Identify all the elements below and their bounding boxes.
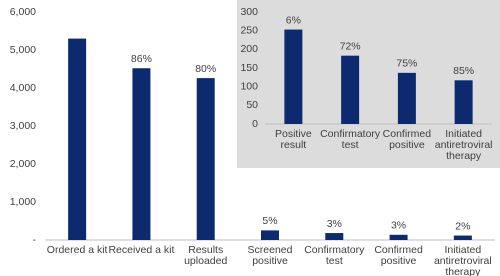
bar bbox=[196, 78, 215, 241]
x-tick-label-line: Screened bbox=[248, 244, 293, 256]
y-tick-label: 2,000 bbox=[10, 158, 36, 170]
y-tick-label: 3,000 bbox=[10, 120, 36, 132]
x-tick-label-line: Positive bbox=[275, 128, 312, 140]
x-tick-label-line: test bbox=[326, 255, 343, 267]
bar bbox=[284, 29, 303, 124]
x-tick-label: Results uploaded bbox=[184, 244, 227, 267]
bar-label: 6% bbox=[286, 14, 301, 26]
bar-label: 3% bbox=[327, 218, 342, 230]
x-tick-label-line: Confirmatory bbox=[304, 244, 365, 256]
bar-label: 3% bbox=[391, 220, 406, 232]
x-tick-label: Positive result bbox=[275, 128, 312, 151]
bar-label: 85% bbox=[453, 65, 474, 77]
bar bbox=[261, 230, 279, 240]
x-tick-label: Confirmed positive bbox=[374, 244, 423, 267]
y-tick-label: - bbox=[33, 234, 37, 246]
bar-label: 72% bbox=[340, 40, 361, 52]
y-tick-label: 200 bbox=[240, 43, 258, 55]
x-tick-label: Confirmatory test bbox=[320, 128, 381, 151]
bar bbox=[397, 72, 416, 124]
y-tick-label: 100 bbox=[240, 80, 258, 92]
y-tick-label: 6,000 bbox=[10, 6, 36, 18]
x-tick-label: Screened positive bbox=[248, 244, 293, 267]
x-tick-label-line: Initiated bbox=[444, 244, 481, 256]
x-tick-label-line: Initiated bbox=[445, 128, 482, 140]
bar-label: 80% bbox=[195, 63, 216, 75]
x-tick-label-line: therapy bbox=[445, 266, 481, 276]
x-tick-label-line: Received a kit bbox=[108, 244, 174, 256]
bar bbox=[389, 234, 408, 240]
x-tick-label-line: Confirmatory bbox=[320, 128, 381, 140]
x-tick-label-line: therapy bbox=[446, 150, 482, 162]
x-tick-label-line: Confirmed bbox=[374, 244, 423, 256]
bar-label: 5% bbox=[262, 215, 277, 227]
x-tick-label-line: Results bbox=[188, 244, 223, 256]
bar bbox=[68, 38, 87, 240]
bar bbox=[341, 55, 360, 124]
x-tick-label-line: positive bbox=[381, 255, 417, 267]
x-tick-label: Confirmed positive bbox=[383, 128, 432, 151]
bar-label: 86% bbox=[131, 53, 152, 65]
y-tick-label: 5,000 bbox=[10, 44, 36, 56]
bar bbox=[454, 80, 473, 124]
x-tick-label-line: Confirmed bbox=[383, 128, 432, 140]
bar-label: 75% bbox=[396, 58, 417, 70]
x-tick-label-line: antiretroviral bbox=[435, 139, 493, 151]
bar-label: 2% bbox=[455, 220, 470, 232]
x-tick-label-line: antiretroviral bbox=[434, 255, 492, 267]
x-tick-label: Received a kit bbox=[108, 244, 174, 256]
y-tick-label: 300 bbox=[240, 6, 258, 18]
x-tick-label-line: uploaded bbox=[184, 255, 227, 267]
x-tick-label-line: Ordered a kit bbox=[47, 244, 108, 256]
x-tick-label: Initiated antiretroviral therapy bbox=[434, 244, 492, 276]
bar bbox=[453, 235, 472, 240]
y-tick-label: 0 bbox=[252, 118, 258, 130]
x-tick-label: Initiated antiretroviral therapy bbox=[435, 128, 493, 162]
x-tick-label-line: result bbox=[281, 139, 307, 151]
bar bbox=[325, 233, 344, 240]
y-tick-label: 250 bbox=[240, 24, 258, 36]
y-tick-label: 150 bbox=[240, 62, 258, 74]
x-tick-label-line: positive bbox=[389, 139, 425, 151]
x-tick-label-line: positive bbox=[252, 255, 288, 267]
y-tick-label: 4,000 bbox=[10, 82, 36, 94]
y-tick-label: 50 bbox=[246, 99, 258, 111]
x-tick-label-line: test bbox=[342, 139, 359, 151]
bar bbox=[132, 68, 151, 241]
y-tick-label: 1,000 bbox=[10, 196, 36, 208]
x-tick-label: Confirmatory test bbox=[304, 244, 365, 267]
x-tick-label: Ordered a kit bbox=[47, 244, 108, 256]
